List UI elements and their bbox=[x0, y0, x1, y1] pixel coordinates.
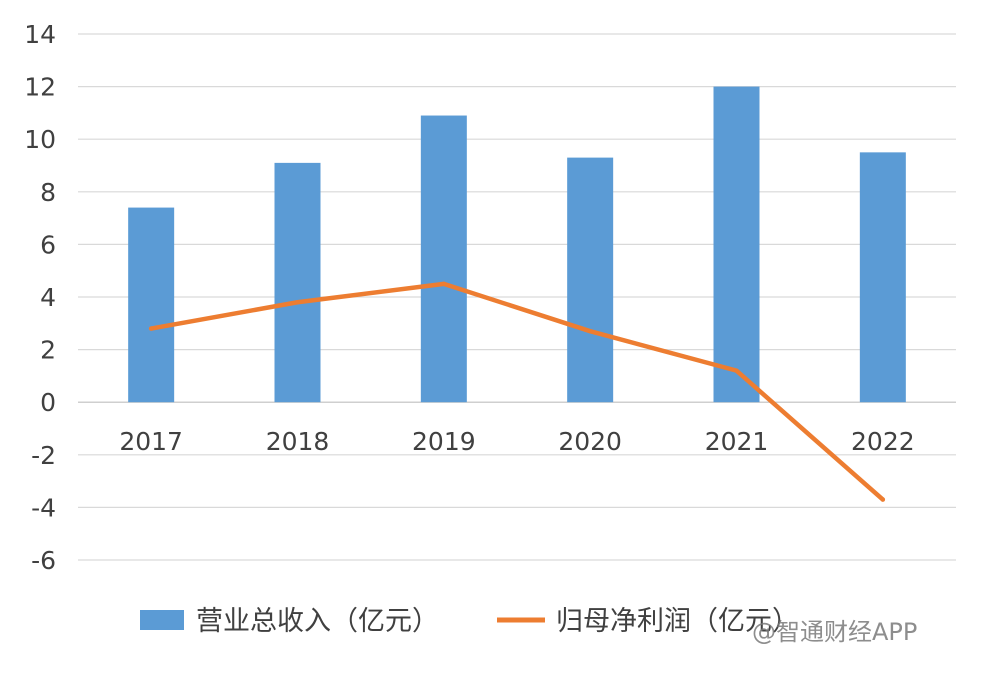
net-profit-point-2021 bbox=[734, 368, 739, 373]
x-tick-label: 2022 bbox=[851, 427, 915, 456]
x-tick-label: 2020 bbox=[558, 427, 622, 456]
y-tick-label: -6 bbox=[31, 546, 56, 575]
x-tick-label: 2021 bbox=[705, 427, 769, 456]
x-tick-label: 2017 bbox=[119, 427, 183, 456]
revenue-bar-2017 bbox=[128, 207, 175, 403]
revenue-bar-2021 bbox=[713, 86, 760, 403]
net-profit-point-2019 bbox=[441, 281, 447, 287]
y-tick-label: 8 bbox=[40, 178, 56, 207]
y-tick-label: 6 bbox=[40, 230, 56, 259]
net-profit-point-2017 bbox=[148, 326, 154, 331]
y-tick-label: 14 bbox=[24, 20, 56, 49]
net-profit-point-2022 bbox=[880, 497, 886, 502]
net-profit-polyline bbox=[148, 281, 886, 502]
revenue-bar-2022 bbox=[859, 152, 906, 403]
watermark-text: @智通财经APP bbox=[752, 618, 917, 646]
legend: 营业总收入（亿元） 归母净利润（亿元） bbox=[140, 606, 799, 637]
y-tick-label: 2 bbox=[40, 336, 56, 365]
y-axis-ticks: 14 12 10 8 6 4 2 0 -2 -4 -6 bbox=[24, 20, 56, 575]
x-axis-ticks: 2017 2018 2019 2020 2021 2022 bbox=[119, 427, 914, 456]
revenue-bar-2020 bbox=[567, 157, 614, 403]
x-tick-label: 2018 bbox=[266, 427, 330, 456]
x-tick-label: 2019 bbox=[412, 427, 476, 456]
net-profit-line bbox=[148, 281, 886, 502]
y-tick-label: -4 bbox=[31, 493, 56, 522]
y-tick-label: -2 bbox=[31, 441, 56, 470]
revenue-bars bbox=[128, 86, 906, 403]
y-tick-label: 10 bbox=[24, 125, 56, 154]
net-profit-point-2018 bbox=[295, 300, 300, 305]
y-tick-label: 12 bbox=[24, 73, 56, 102]
legend-label-net-profit: 归母净利润（亿元） bbox=[556, 606, 799, 637]
y-tick-label: 0 bbox=[40, 388, 56, 417]
revenue-bar-2018 bbox=[274, 162, 321, 403]
legend-label-revenue: 营业总收入（亿元） bbox=[196, 606, 439, 637]
net-profit-point-2020 bbox=[587, 328, 593, 334]
legend-swatch-revenue bbox=[140, 610, 184, 630]
gridlines bbox=[78, 33, 956, 561]
revenue-bar-2019 bbox=[420, 115, 467, 403]
y-tick-label: 4 bbox=[40, 283, 56, 312]
